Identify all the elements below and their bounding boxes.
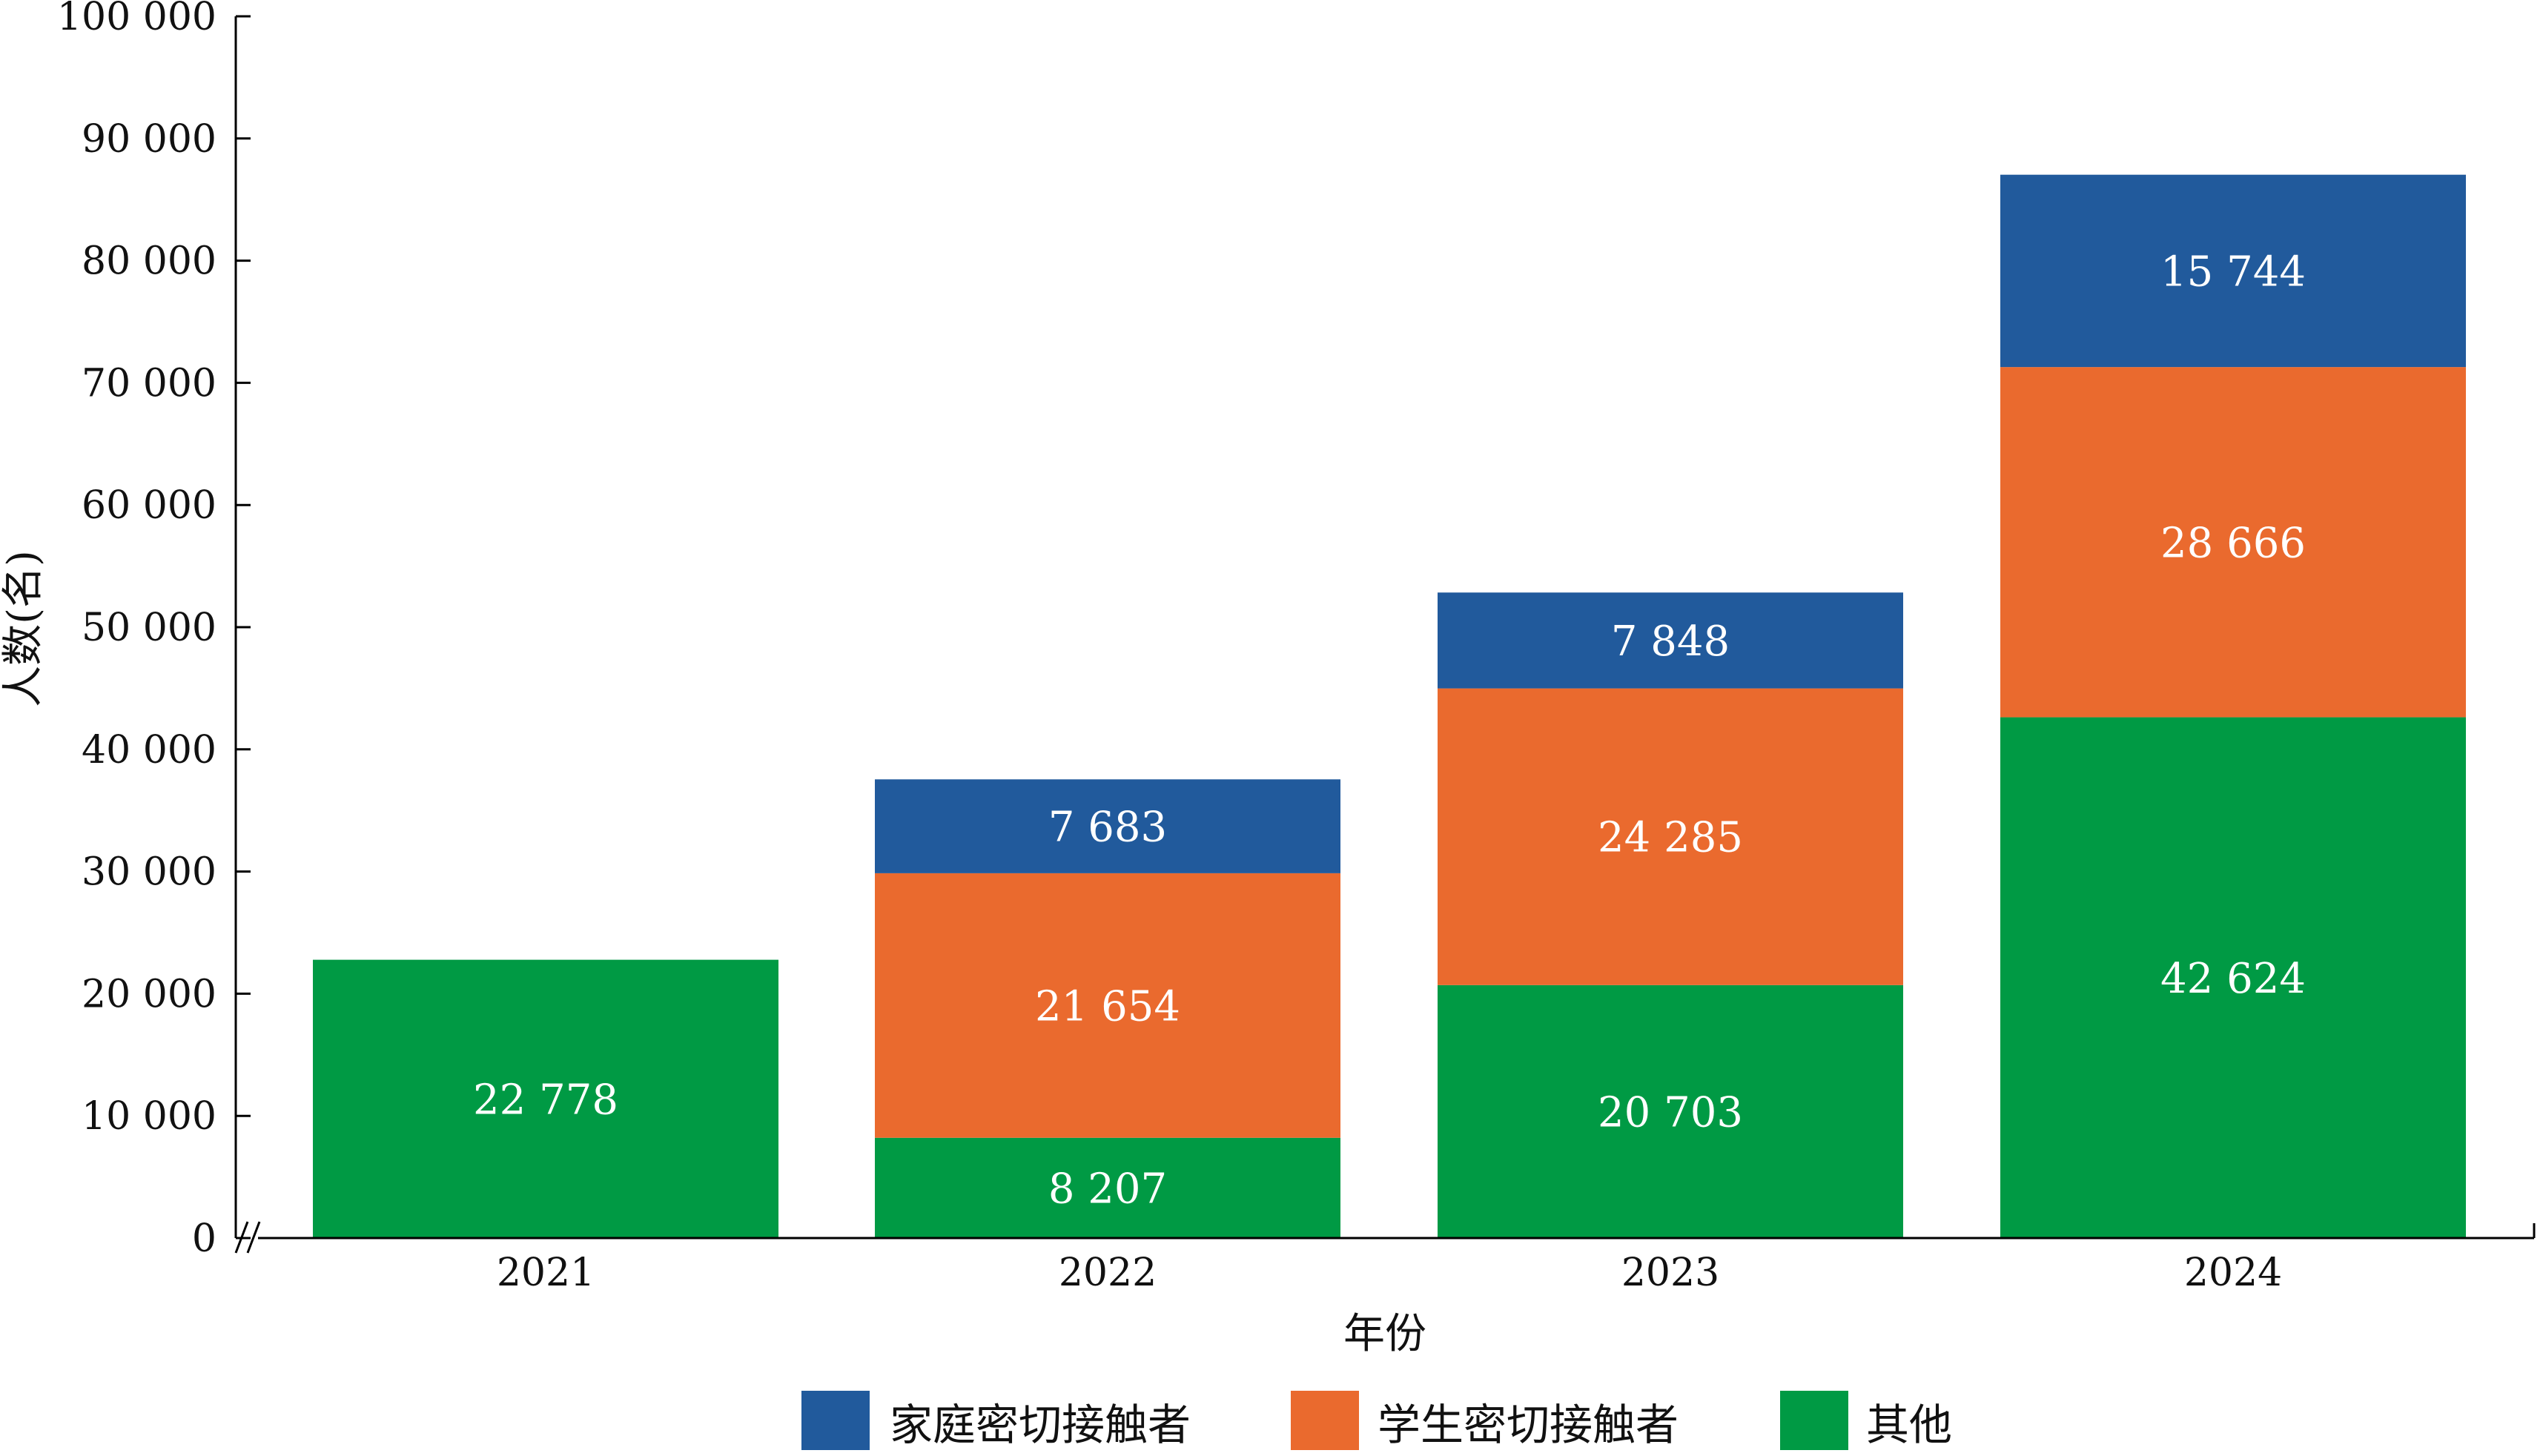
legend-label-0: 家庭密切接触者 [890,1400,1191,1450]
data-label-2024-series-2: 15 744 [2160,248,2306,296]
data-label-2022-series-1: 21 654 [1035,982,1180,1030]
bar-2021-series-0 [313,959,778,1238]
axes-layer: 0 10 000 20 000 30 000 40 000 50 000 60 000 70 … [0,0,2536,1358]
data-label-2021-series-0: 22 778 [473,1076,618,1124]
x-axis-title: 年份 [1343,1310,1426,1358]
legend: 家庭密切接触者 学生密切接触者 其他 [801,1391,1952,1450]
axis-break-mark-2 [246,1221,261,1254]
bar-2023-series-2 [1438,592,1903,689]
legend-swatch-2 [1780,1391,1848,1450]
x-tick-label-2024: 2024 [2184,1251,2282,1295]
y-axis-title: 人数(名) [0,550,47,707]
data-label-2023-series-1: 24 285 [1598,814,1743,862]
bar-2022-series-0 [875,1137,1340,1238]
legend-label-2: 其他 [1866,1400,1952,1450]
data-label-2024-series-0: 42 624 [2160,955,2306,1003]
bar-2022-series-2 [875,779,1340,873]
bar-2023-series-1 [1438,688,1903,985]
axis-break-mark-1 [234,1221,249,1254]
data-label-2023-series-2: 7 848 [1611,618,1730,666]
y-tick-label-2: 20 000 [82,972,216,1016]
x-tick-label-2022: 2022 [1059,1251,1157,1295]
y-tick-label-3: 30 000 [82,850,216,895]
y-tick-label-5: 50 000 [82,606,216,650]
legend-swatch-1 [1291,1391,1359,1450]
legend-swatch-0 [801,1391,870,1450]
bar-2024-series-2 [2000,174,2466,368]
y-tick-label-8: 80 000 [82,239,216,284]
y-tick-label-1: 10 000 [82,1094,216,1139]
bar-2024-series-0 [2000,717,2466,1238]
bar-2023-series-0 [1438,985,1903,1238]
data-label-2024-series-1: 28 666 [2160,519,2306,567]
y-tick-label-9: 90 000 [82,117,216,162]
y-tick-label-10: 100 000 [57,0,216,39]
bars-layer [313,174,2466,1238]
bar-2024-series-1 [2000,367,2466,718]
x-tick-label-2023: 2023 [1621,1251,1719,1295]
y-tick-label-0: 0 [192,1217,216,1261]
bar-2022-series-1 [875,873,1340,1138]
data-label-2022-series-0: 8 207 [1048,1165,1167,1213]
legend-label-1: 学生密切接触者 [1378,1400,1679,1450]
y-tick-label-6: 60 000 [82,483,216,528]
data-label-2022-series-2: 7 683 [1048,804,1167,852]
data-label-2023-series-0: 20 703 [1598,1088,1743,1136]
x-tick-label-2021: 2021 [497,1251,595,1295]
y-tick-label-4: 40 000 [82,728,216,772]
y-tick-label-7: 70 000 [82,361,216,406]
data-labels-layer: 22 778 8 207 21 654 7 683 20 703 24 285 7 848 4… [473,248,2306,1213]
